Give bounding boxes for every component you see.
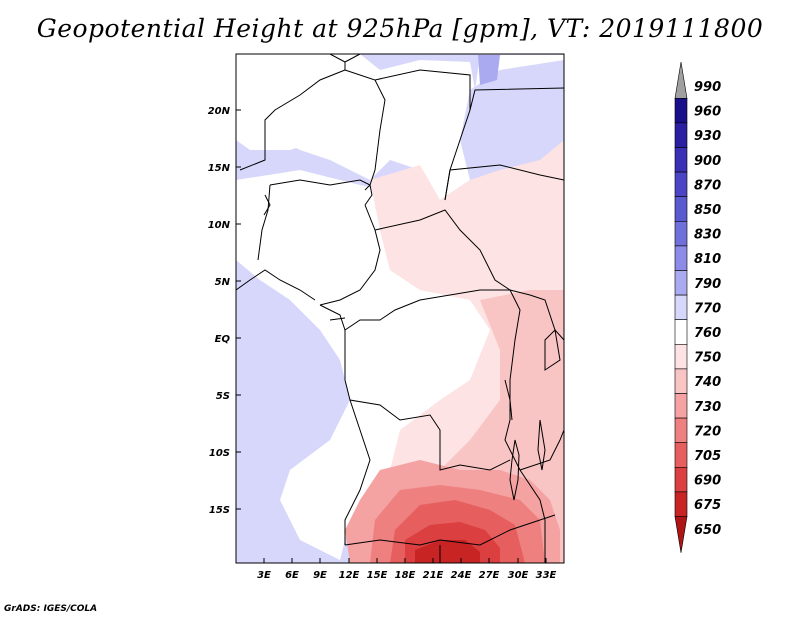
colorbar-label: 705 — [694, 449, 721, 464]
footer-credit: GrADS: IGES/COLA — [4, 604, 98, 614]
lat-label-10s: 10S — [209, 448, 230, 459]
colorbar-swatch — [674, 221, 688, 247]
colorbar-label: 830 — [694, 228, 721, 243]
colorbar-swatch — [674, 442, 688, 468]
country-borders — [235, 53, 565, 563]
colorbar-swatch — [674, 196, 688, 222]
map-title: Geopotential Height at 925hPa [gpm], VT:… — [36, 14, 764, 43]
colorbar-label: 770 — [694, 301, 721, 316]
lon-label-3e: 3E — [257, 570, 271, 581]
colorbar-swatch — [674, 393, 688, 419]
lon-label-21e: 21E — [423, 570, 444, 581]
colorbar-swatch — [674, 343, 688, 370]
colorbar-swatch — [674, 122, 688, 148]
colorbar-label: 740 — [694, 375, 721, 390]
colorbar-label: 850 — [694, 203, 721, 218]
lat-label-eq: EQ — [215, 334, 231, 345]
colorbar-label: 790 — [694, 277, 721, 292]
colorbar-swatch — [674, 98, 688, 124]
colorbar-swatch — [674, 417, 688, 444]
colorbar-swatch — [674, 368, 688, 394]
lon-label-24e: 24E — [451, 570, 472, 581]
lon-label-6e: 6E — [285, 570, 299, 581]
lon-label-18e: 18E — [395, 570, 416, 581]
colorbar-label: 675 — [694, 498, 721, 513]
colorbar-swatch — [674, 147, 688, 173]
lat-label-5s: 5S — [216, 391, 230, 402]
colorbar-swatch — [674, 61, 688, 99]
lat-label-10n: 10N — [208, 220, 231, 231]
colorbar-label: 990 — [694, 80, 721, 95]
colorbar-label: 730 — [694, 400, 721, 415]
colorbar-swatch — [674, 491, 688, 517]
colorbar: 990 960 930 900 870 850 830 810 790 770 760 750 740 7… — [674, 61, 721, 553]
colorbar-label: 960 — [694, 105, 721, 120]
colorbar-label: 930 — [694, 129, 721, 144]
lon-label-27e: 27E — [479, 570, 500, 581]
colorbar-label: 870 — [694, 178, 721, 193]
colorbar-swatch — [674, 516, 688, 553]
lat-label-15n: 15N — [208, 163, 231, 174]
longitude-labels: 3E 6E 9E 12E 15E 18E 21E 24E 27E 30E 33E — [257, 558, 557, 581]
colorbar-label: 760 — [694, 326, 721, 341]
colorbar-label: 900 — [694, 154, 721, 169]
lon-label-30e: 30E — [508, 570, 529, 581]
colorbar-label: 750 — [694, 351, 721, 366]
colorbar-swatch — [674, 270, 688, 296]
lon-label-9e: 9E — [313, 570, 327, 581]
lat-label-20n: 20N — [208, 106, 231, 117]
colorbar-swatch — [674, 171, 688, 198]
map-frame — [235, 53, 565, 564]
colorbar-label: 810 — [694, 252, 721, 267]
colorbar-swatch — [674, 466, 688, 493]
colorbar-swatch — [674, 294, 688, 321]
lon-label-33e: 33E — [536, 570, 557, 581]
colorbar-label: 650 — [694, 523, 721, 538]
map-plot — [235, 53, 565, 564]
lon-label-12e: 12E — [339, 570, 360, 581]
colorbar-label: 720 — [694, 424, 721, 439]
colorbar-label: 690 — [694, 474, 721, 489]
lat-label-15s: 15S — [209, 505, 230, 516]
lakes — [504, 379, 546, 501]
latitude-labels: 20N 15N 10N 5N EQ 5S 10S 15S — [208, 106, 241, 516]
lon-label-15e: 15E — [367, 570, 388, 581]
lat-label-5n: 5N — [215, 277, 231, 288]
colorbar-swatch — [674, 245, 688, 271]
colorbar-swatch — [674, 319, 688, 345]
